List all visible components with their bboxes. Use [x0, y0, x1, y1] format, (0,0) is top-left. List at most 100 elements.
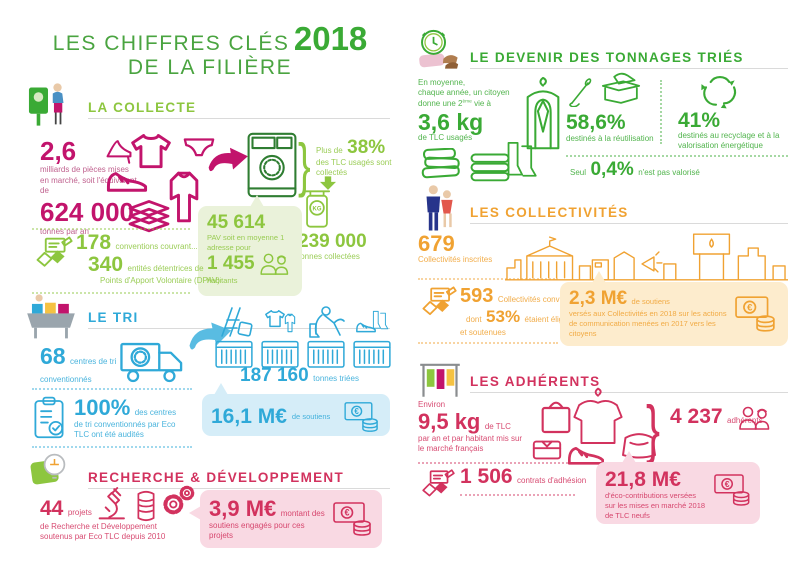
eligibles-row: dont 53% étaient éligibles [466, 308, 580, 327]
sneaker-icon [104, 168, 150, 194]
money-icon [343, 401, 381, 433]
collectivites-header-icon [422, 184, 456, 234]
tonnes-unit: tonnes par an [40, 226, 89, 236]
collection-container-icon [246, 130, 298, 200]
audit-row: 100% des centres [74, 396, 176, 420]
section-title-collectivites: LES COLLECTIVITÉS [470, 205, 629, 220]
seul-label: Seul [570, 168, 587, 177]
elig-text: étaient éligibles [524, 315, 580, 324]
contrats-row: 1 506 contrats d'adhésion [460, 465, 586, 488]
audit-value: 100% [74, 395, 131, 420]
dotted-separator [32, 292, 190, 294]
dotted-separator [460, 494, 575, 496]
dotted-vertical-separator [660, 80, 662, 144]
kg-text: de TLC usagés [418, 133, 473, 142]
collecte-market-stats: 2,6 milliards de pièces mises en marché,… [40, 136, 166, 237]
dotted-separator [418, 278, 558, 280]
title-line2: DE LA FILIÈRE [127, 56, 293, 79]
projets-value: 44 [40, 497, 64, 520]
folded-shirt-icon [530, 438, 564, 462]
city-skyline-illustration [505, 233, 788, 281]
convention-handshake-icon [34, 236, 74, 272]
conventions-row: 178 conventions couvrant... [76, 231, 198, 254]
collectivites-handshake-icon [420, 286, 458, 320]
coll-soutien-text2: versés aux Collectivités en 2018 sur les… [569, 309, 727, 338]
conventionnees-row: 593 Collectivités conventionnées [460, 286, 599, 307]
dotted-separator [566, 155, 788, 157]
centres-text: centres de tri conventionnés [40, 357, 117, 384]
audit-text2: de tri conventionnés par Eco TLC ont été… [74, 420, 176, 440]
pieces-text: milliards de pièces mises en marché, soi… [40, 165, 137, 196]
conventions-text: conventions couvrant... [115, 242, 198, 251]
bubble-tail [592, 271, 606, 283]
hanging-sweater-icon [572, 386, 624, 448]
yarn-spool-icon [134, 488, 158, 524]
conventions-value: 178 [76, 231, 112, 254]
divider [470, 223, 788, 224]
soutiens-tri-value: 16,1 M€ [211, 404, 287, 428]
clothes-pile-icon [418, 148, 466, 184]
collected-tonnes: 239 000 [298, 231, 367, 252]
tonnes-triees-row: 187 160 tonnes triées [240, 366, 359, 386]
contrib-bubble: 21,8 M€ d'éco-contributions versées sur … [596, 451, 760, 524]
intro-line2: chaque année, un citoyen [418, 88, 510, 98]
adh-kg-unit: de TLC [484, 422, 511, 431]
money-icon [735, 295, 777, 333]
rd-soutien-text: montant des [280, 509, 325, 518]
suit-garment-icon [520, 70, 566, 160]
pav-bubble: 45 614 PAV soit en moyenne 1 adresse pou… [198, 195, 302, 296]
contrib-text: d'éco-contributions versées sur les mise… [605, 491, 706, 520]
recycle-text: destinés au recyclage et à la valorisati… [678, 131, 780, 151]
textile-stack-icon [122, 198, 176, 236]
collected-prefix: Plus de [316, 146, 343, 155]
dotted-separator [418, 342, 558, 344]
divider [470, 68, 788, 69]
entites-row: 340 entités détentrices de [88, 253, 204, 276]
centres-block: 68 centres de tri conventionnés [40, 344, 132, 387]
dotted-separator [32, 446, 192, 448]
section-title-tri: LE TRI [88, 310, 139, 325]
shopping-bag-icon [538, 396, 574, 436]
elig-text2: et soutenues [460, 328, 506, 337]
dont-label: dont [466, 315, 482, 324]
adherents-people-icon [738, 404, 772, 432]
soutiens-tri-text: de soutiens [291, 412, 331, 422]
bubble-tail [250, 195, 264, 207]
inscrites-value: 679 [418, 231, 455, 256]
bubble-tail [622, 451, 636, 463]
conv-value: 593 [460, 285, 494, 307]
divider [88, 118, 390, 119]
pieces-value: 2,6 [40, 136, 77, 166]
contrats-value: 1 506 [460, 465, 513, 488]
divider [470, 392, 788, 393]
rd-soutien-value: 3,9 M€ [209, 496, 277, 521]
contrib-value: 21,8 M€ [605, 468, 681, 491]
adherents-value: 4 237 [670, 405, 723, 428]
conv-text: Collectivités conventionnées [497, 295, 599, 304]
shoebox-icon [598, 70, 644, 104]
brace-glyph: } [298, 134, 311, 200]
pav-value: 45 614 [207, 212, 266, 233]
dotted-separator [32, 228, 190, 230]
collected-text: des TLC usagés sont collectés [316, 158, 392, 178]
devenir-header-icon [416, 28, 462, 72]
adherents-header-icon [418, 356, 462, 400]
projets-unit: projets [67, 508, 92, 517]
needle-thread-icon [568, 76, 594, 108]
projets-text: de Recherche et Développement soutenus p… [40, 522, 166, 542]
waste-row: Seul 0,4% n'est pas valorisé [570, 160, 700, 180]
audit-text: des centres [134, 408, 177, 417]
title-line1: LES CHIFFRES CLÉS [52, 32, 290, 55]
sorting-bins-illustration [215, 306, 391, 368]
dotted-separator [418, 462, 568, 464]
recycle-icon [700, 70, 740, 110]
brace-glyph: } [646, 392, 661, 465]
waste-text: n'est pas valorisé [638, 168, 700, 177]
intro-line3: donne une 2ème vie à [418, 98, 491, 108]
rd-header-icon [28, 448, 70, 492]
tonnes-triees-value: 187 160 [240, 365, 309, 386]
section-title-adherents: LES ADHÉRENTS [470, 374, 601, 389]
reuse-text: destinés à la réutilisation [566, 134, 654, 143]
coll-soutien-text: de soutiens [631, 297, 670, 306]
